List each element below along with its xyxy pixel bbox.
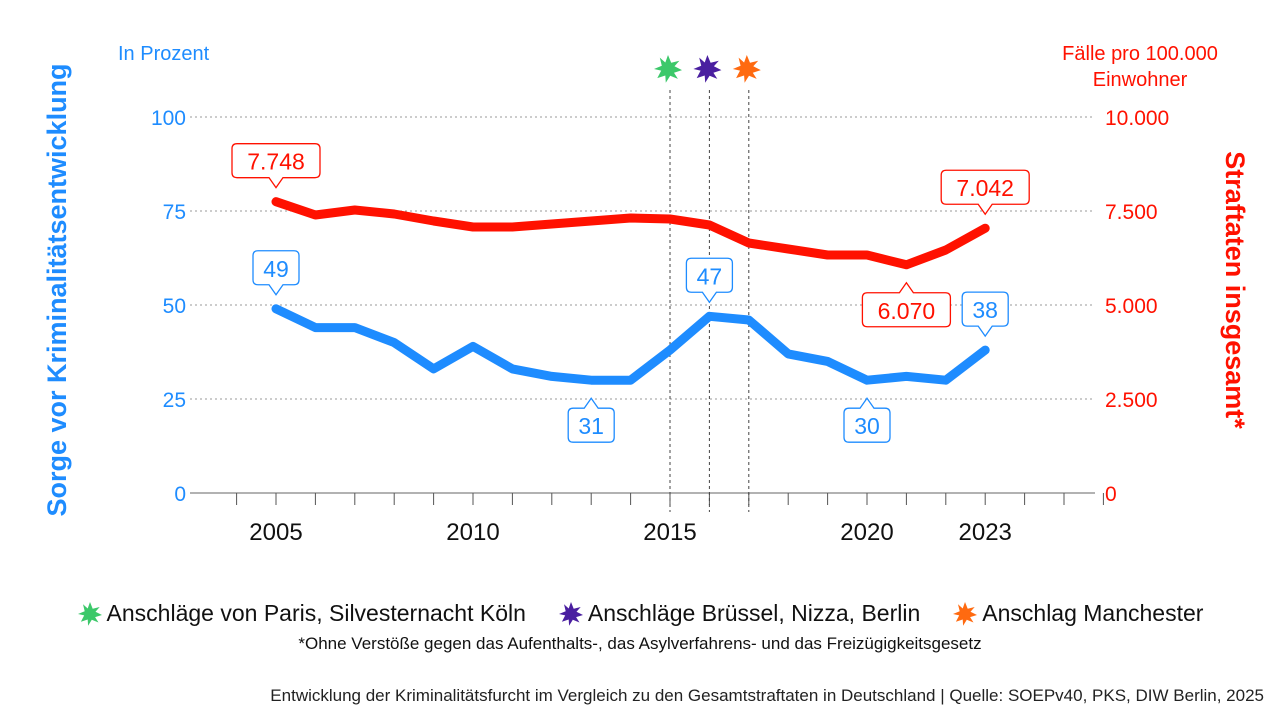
legend: Anschläge von Paris, Silvesternacht Köln… [0,600,1280,627]
callout-text: 6.070 [878,298,936,324]
callout-text: 30 [854,413,880,439]
callout-box [940,169,1030,216]
star-icon [654,55,682,83]
left-unit-label: In Prozent [118,43,210,65]
x-tick-label: 2020 [840,519,893,546]
right-axis-title: Straftaten insgesamt* [1220,151,1250,429]
callout-text: 31 [578,413,604,439]
legend-label: Anschläge von Paris, Silvesternacht Köln [106,600,526,626]
star-icon [558,601,583,626]
x-tick-label: 2015 [643,519,696,546]
callout-box [231,143,321,189]
data-label: 7.748 [231,143,321,189]
right-tick-label: 7.500 [1105,201,1158,224]
callout-text: 7.748 [247,149,305,175]
data-label: 31 [567,397,615,443]
data-label: 30 [843,397,891,443]
right-tick-label: 10.000 [1105,107,1169,130]
star-icon [693,55,722,83]
data-label: 6.070 [861,281,952,328]
data-label: 47 [685,257,734,304]
source: Entwicklung der Kriminalitätsfurcht im V… [270,686,1264,705]
footnote: *Ohne Verstöße gegen das Aufenthalts-, d… [298,634,982,653]
star-shape [77,601,102,626]
callout-box [843,397,891,443]
left-tick-label: 25 [163,389,186,412]
callout-box [252,250,300,296]
star-icon [953,601,978,626]
right-unit-label: Fälle pro 100.000 [1062,43,1218,65]
legend-item-manchester: Anschlag Manchester [952,600,1203,627]
callout-text: 38 [972,297,998,323]
data-label: 49 [252,250,300,296]
legend-label: Anschläge Brüssel, Nizza, Berlin [587,600,921,626]
callout-text: 7.042 [956,175,1014,201]
callout-box [861,281,952,328]
callout-box [961,291,1009,338]
data-label: 38 [961,291,1009,338]
star-icon [77,601,102,626]
callout-box [567,397,615,443]
x-tick-label: 2023 [959,519,1012,546]
left-tick-label: 100 [151,107,186,130]
star-shape [953,601,978,626]
left-tick-label: 75 [163,201,186,224]
star-shape [558,601,583,626]
legend-item-bruessel: Anschläge Brüssel, Nizza, Berlin [558,600,920,627]
data-label: 7.042 [940,169,1030,216]
right-tick-label: 2.500 [1105,389,1158,412]
right-tick-label: 5.000 [1105,295,1158,318]
x-tick-label: 2005 [249,519,302,546]
left-axis-title: Sorge vor Kriminalitätsentwicklung [42,63,72,516]
legend-item-paris: Anschläge von Paris, Silvesternacht Köln [77,600,526,627]
chart: 2005 2010 2015 2020 2023 0 25 50 75 100 0 2.500 5.00… [42,43,1250,546]
left-tick-label: 0 [174,483,186,506]
callout-box [685,257,734,304]
callout-text: 49 [263,256,289,282]
callout-text: 47 [697,263,723,289]
left-tick-label: 50 [163,295,186,318]
right-tick-label: 0 [1105,483,1117,506]
star-icon [732,55,761,83]
legend-label: Anschlag Manchester [982,600,1204,626]
right-unit-label: Einwohner [1093,69,1188,91]
x-tick-label: 2010 [446,519,499,546]
